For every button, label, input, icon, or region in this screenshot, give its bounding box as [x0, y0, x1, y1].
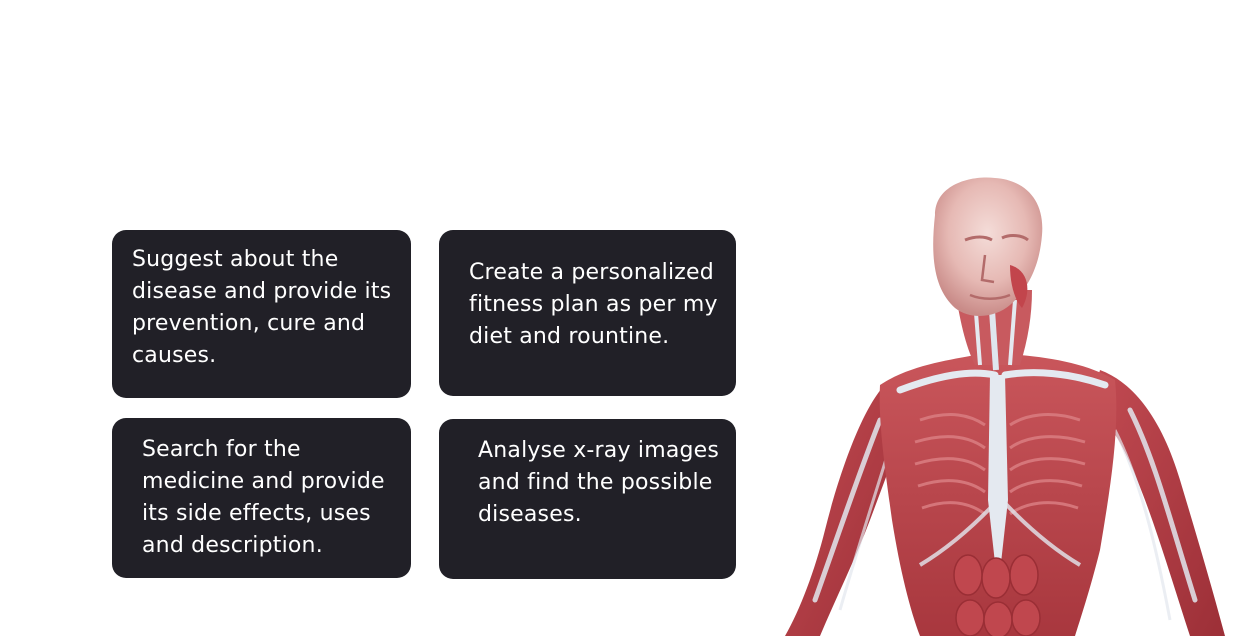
- suggestion-card-fitness-plan[interactable]: Create a personalized fitness plan as pe…: [439, 230, 736, 396]
- suggestion-card-text: Create a personalized fitness plan as pe…: [469, 260, 718, 349]
- suggestion-card-xray[interactable]: Analyse x-ray images and find the possib…: [439, 419, 736, 579]
- human-anatomy-icon: [785, 177, 1225, 636]
- suggestion-card-medicine[interactable]: Search for the medicine and provide its …: [112, 418, 411, 578]
- suggestion-card-text: Search for the medicine and provide its …: [142, 437, 385, 558]
- suggestion-card-disease[interactable]: Suggest about the disease and provide it…: [112, 230, 411, 398]
- suggestion-card-text: Suggest about the disease and provide it…: [132, 247, 392, 368]
- suggestion-card-text: Analyse x-ray images and find the possib…: [478, 438, 720, 527]
